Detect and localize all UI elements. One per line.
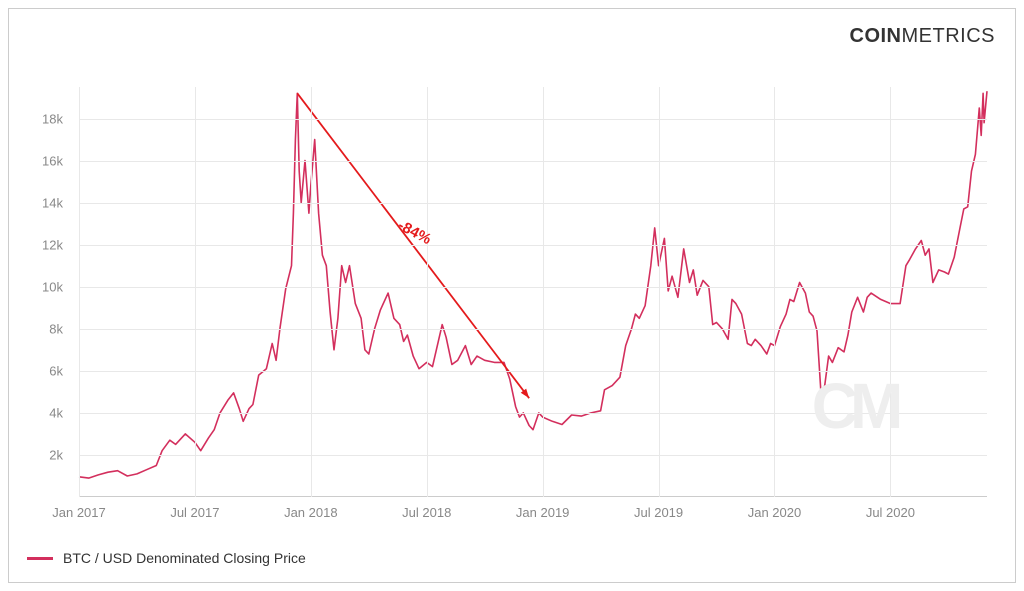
plot-area: CM-84% (79, 87, 987, 497)
y-tick-label: 4k (49, 405, 63, 420)
x-tick-label: Jul 2019 (634, 505, 683, 520)
legend: BTC / USD Denominated Closing Price (27, 550, 306, 566)
grid-line-v (890, 87, 891, 497)
x-tick-label: Jan 2020 (748, 505, 802, 520)
grid-line-h (79, 329, 987, 330)
y-tick-label: 8k (49, 321, 63, 336)
x-tick-label: Jul 2017 (170, 505, 219, 520)
x-tick-label: Jan 2019 (516, 505, 570, 520)
x-tick-label: Jul 2018 (402, 505, 451, 520)
y-tick-label: 12k (42, 237, 63, 252)
x-tick-label: Jan 2017 (52, 505, 106, 520)
y-axis: 2k 4k 6k 8k 10k 12k 14k 16k 18k (9, 87, 69, 497)
y-tick-label: 16k (42, 153, 63, 168)
annotation-arrow (297, 93, 529, 398)
grid-line-v (79, 87, 80, 497)
y-tick-label: 14k (42, 195, 63, 210)
legend-label: BTC / USD Denominated Closing Price (63, 550, 306, 566)
y-tick-label: 2k (49, 447, 63, 462)
grid-line-v (195, 87, 196, 497)
chart-container: COINMETRICS 2k 4k 6k 8k 10k 12k 14k 16k 18k CM-8… (8, 8, 1016, 583)
grid-line-v (311, 87, 312, 497)
grid-line-v (543, 87, 544, 497)
price-line (79, 91, 987, 478)
x-tick-label: Jan 2018 (284, 505, 338, 520)
y-tick-label: 10k (42, 279, 63, 294)
grid-line-h (79, 413, 987, 414)
brand-light: METRICS (902, 25, 996, 47)
x-tick-label: Jul 2020 (866, 505, 915, 520)
grid-line-v (774, 87, 775, 497)
grid-line-h (79, 245, 987, 246)
brand-bold: COIN (850, 25, 902, 47)
grid-line-h (79, 161, 987, 162)
grid-line-h (79, 371, 987, 372)
brand-logo: COINMETRICS (850, 25, 996, 48)
grid-line-h (79, 455, 987, 456)
y-tick-label: 18k (42, 111, 63, 126)
grid-line-v (659, 87, 660, 497)
grid-line-h (79, 203, 987, 204)
grid-line-v (427, 87, 428, 497)
price-line-svg (79, 87, 987, 497)
grid-line-h (79, 287, 987, 288)
x-axis: Jan 2017Jul 2017Jan 2018Jul 2018Jan 2019… (79, 497, 987, 527)
legend-swatch (27, 557, 53, 560)
grid-line-h (79, 119, 987, 120)
y-tick-label: 6k (49, 363, 63, 378)
